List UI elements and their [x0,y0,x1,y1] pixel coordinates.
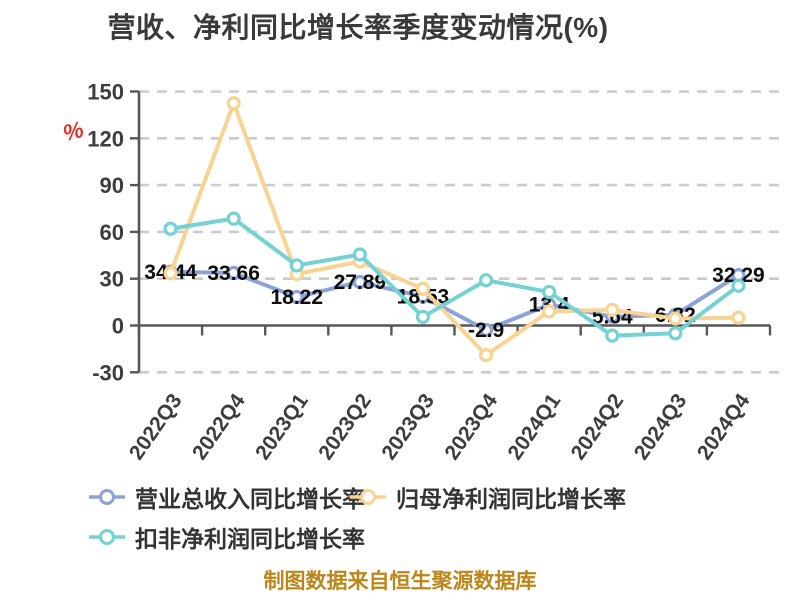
svg-text:30: 30 [100,267,124,292]
legend-label: 营业总收入同比增长率 [135,486,365,512]
legend-label: 归母净利润同比增长率 [396,486,626,512]
legend-item-net-profit-yoy[interactable]: 归母净利润同比增长率 [349,480,626,514]
svg-text:2024Q2: 2024Q2 [567,390,629,464]
svg-text:150: 150 [87,80,124,105]
legend-line-marker-icon [89,489,125,505]
svg-text:2022Q3: 2022Q3 [125,390,187,464]
svg-text:33.66: 33.66 [207,262,260,285]
legend-line-marker-icon [89,529,125,545]
svg-text:2023Q4: 2023Q4 [440,389,502,464]
svg-text:2022Q4: 2022Q4 [188,389,250,464]
svg-text:90: 90 [100,173,124,198]
svg-text:2024Q3: 2024Q3 [630,390,692,464]
svg-text:120: 120 [87,126,124,151]
svg-text:2023Q3: 2023Q3 [377,390,439,464]
svg-text:18.22: 18.22 [270,286,323,309]
svg-text:2023Q1: 2023Q1 [251,389,313,464]
data-source-note: 制图数据来自恒生聚源数据库 [263,570,537,593]
legend-line-marker-icon [350,489,386,505]
svg-text:2024Q4: 2024Q4 [693,389,755,464]
svg-text:2024Q1: 2024Q1 [504,389,566,464]
svg-text:-2.9: -2.9 [468,319,504,342]
legend-item-deducted-net-profit-yoy[interactable]: 扣非净利润同比增长率 [88,520,365,554]
legend-label: 扣非净利润同比增长率 [135,526,365,552]
svg-text:27.89: 27.89 [334,271,387,294]
svg-text:0: 0 [112,314,124,339]
svg-text:2023Q2: 2023Q2 [314,390,376,464]
svg-text:60: 60 [100,220,124,245]
legend-item-total-revenue-yoy[interactable]: 营业总收入同比增长率 [88,480,365,514]
svg-text:-30: -30 [92,360,124,385]
svg-text:32.29: 32.29 [712,264,765,287]
chart-title: 营收、净利同比增长率季度变动情况(%) [107,12,609,43]
